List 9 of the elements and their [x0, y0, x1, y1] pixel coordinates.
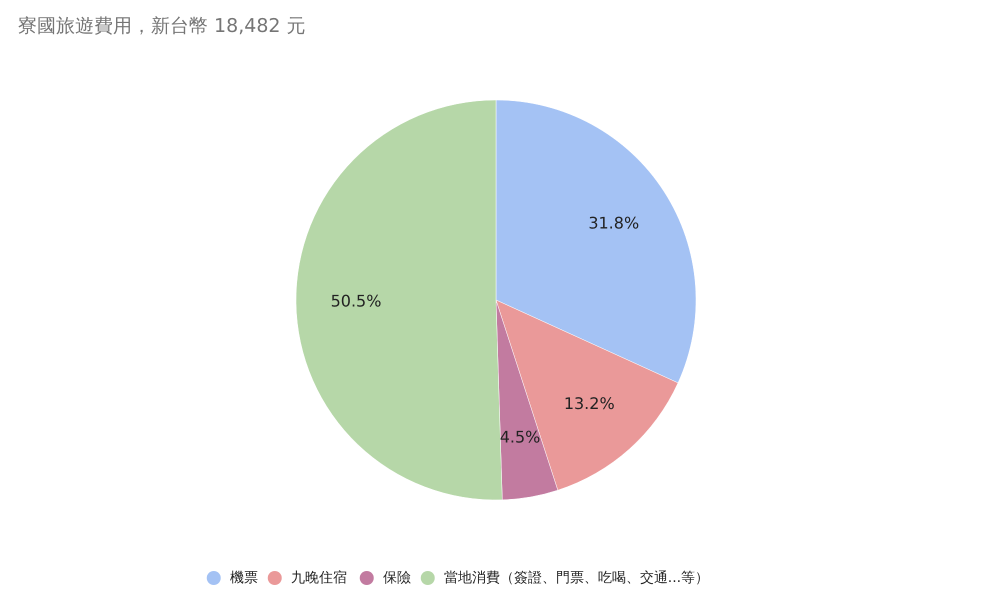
data-label: 4.5%	[500, 427, 540, 446]
chart-title: 寮國旅遊費用，新台幣 18,482 元	[18, 15, 306, 37]
legend-label: 九晚住宿	[290, 570, 347, 586]
legend-label: 機票	[230, 570, 258, 586]
legend-label: 保險	[382, 570, 411, 586]
data-label: 13.2%	[564, 394, 615, 413]
data-label: 50.5%	[330, 292, 382, 311]
data-label: 31.8%	[588, 214, 640, 233]
legend-label: 當地消費（簽證、門票、吃喝、交通...等）	[444, 570, 710, 586]
